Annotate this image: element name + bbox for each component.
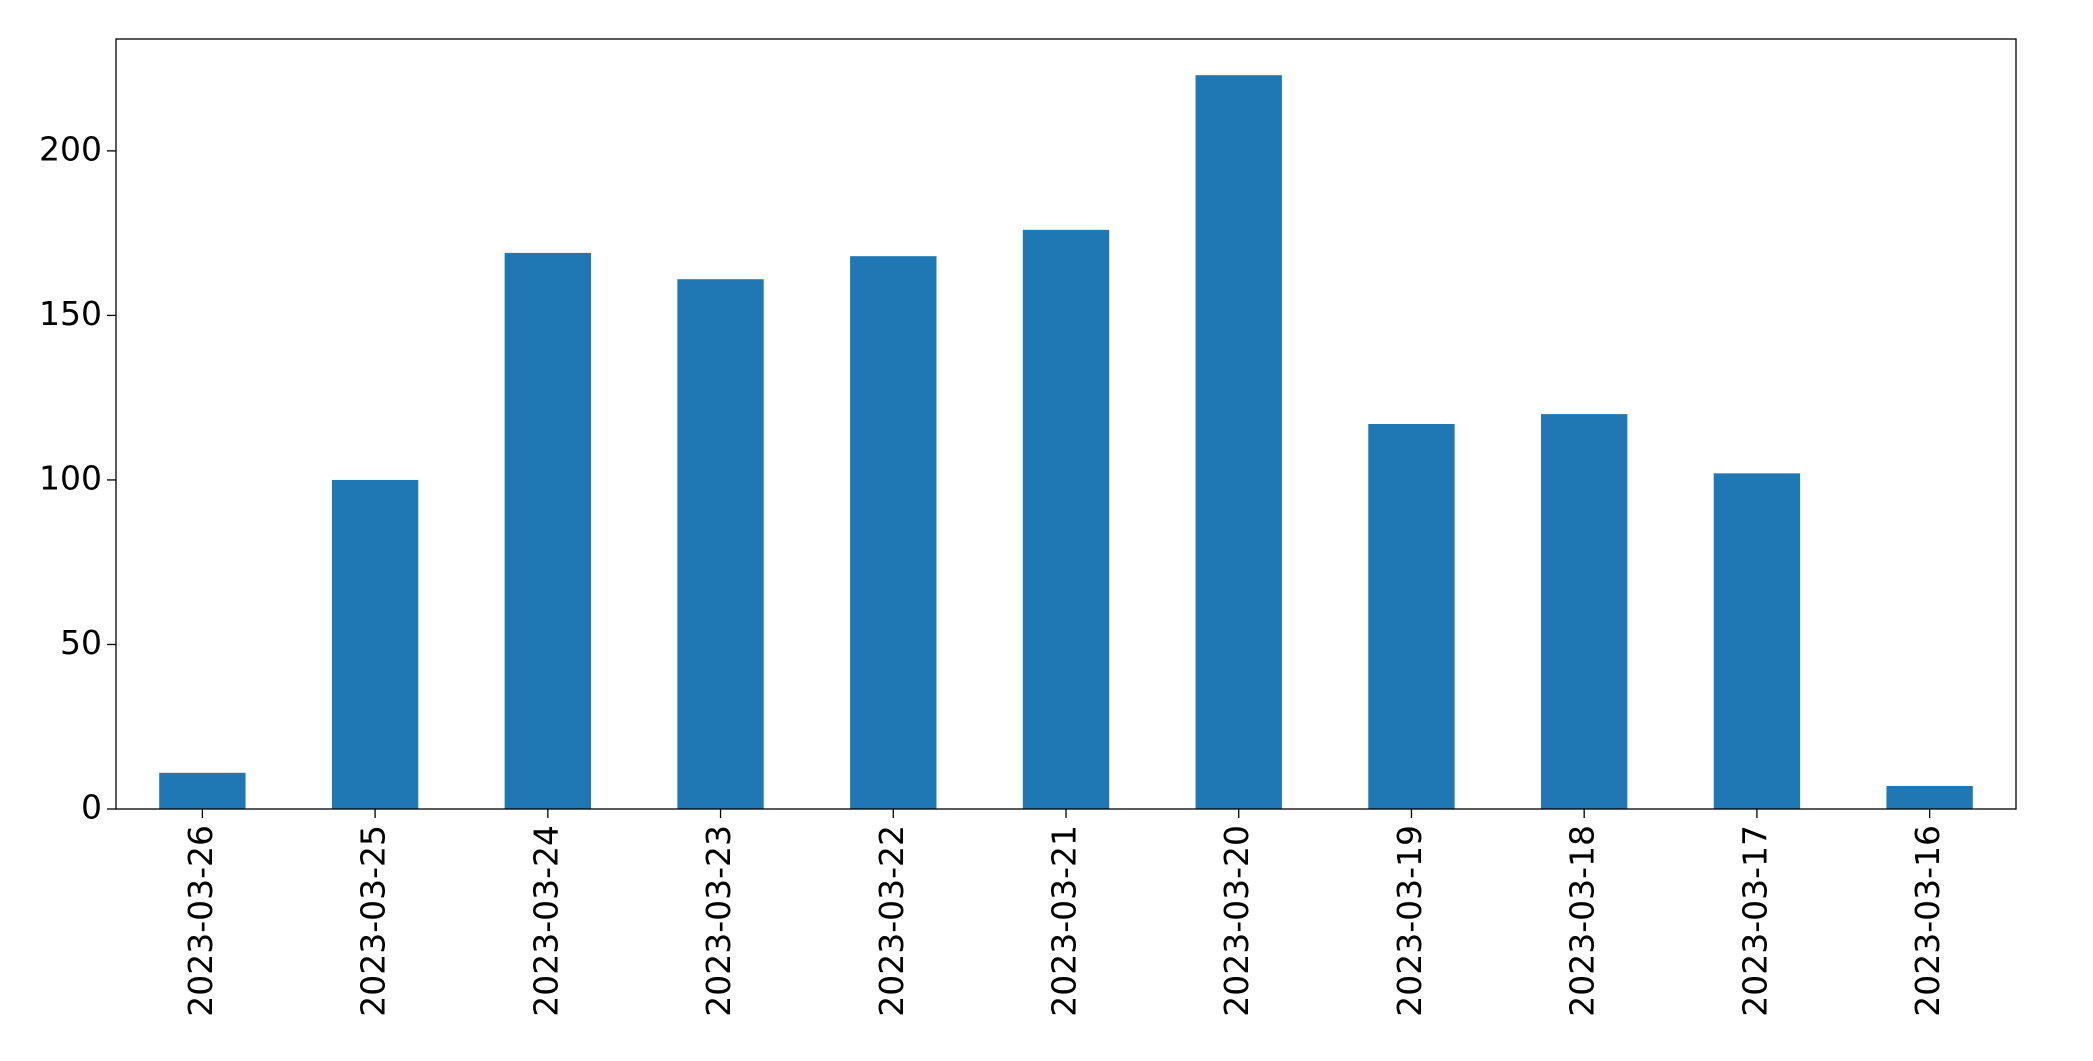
bar bbox=[1713, 473, 1801, 809]
bar bbox=[850, 256, 937, 810]
x-tick-label: 2023-03-22 bbox=[872, 825, 911, 1017]
x-tick-label: 2023-03-16 bbox=[1908, 825, 1947, 1017]
x-tick-label: 2023-03-23 bbox=[699, 825, 738, 1017]
bar bbox=[677, 279, 764, 809]
bar bbox=[331, 479, 419, 809]
plot-frame bbox=[115, 38, 2017, 810]
x-tick-label: 2023-03-24 bbox=[526, 825, 565, 1017]
bar bbox=[504, 252, 591, 809]
x-tick-label: 2023-03-21 bbox=[1045, 825, 1084, 1017]
bar bbox=[1541, 414, 1628, 809]
bar bbox=[159, 772, 246, 809]
y-tick-label: 50 bbox=[60, 623, 102, 662]
x-tick-label: 2023-03-26 bbox=[181, 825, 220, 1017]
bar bbox=[1195, 75, 1282, 809]
bar bbox=[1886, 785, 1973, 809]
x-tick-label: 2023-03-25 bbox=[354, 825, 393, 1017]
bar bbox=[1368, 424, 1455, 809]
y-tick-label: 0 bbox=[81, 788, 102, 827]
x-tick-label: 2023-03-20 bbox=[1217, 825, 1256, 1017]
y-tick-label: 100 bbox=[39, 458, 102, 497]
x-tick-label: 2023-03-19 bbox=[1390, 825, 1429, 1017]
y-tick-label: 150 bbox=[39, 294, 102, 333]
x-tick-label: 2023-03-17 bbox=[1735, 825, 1774, 1017]
bar bbox=[1022, 229, 1110, 809]
y-tick-label: 200 bbox=[39, 129, 102, 168]
x-tick-label: 2023-03-18 bbox=[1563, 825, 1602, 1017]
